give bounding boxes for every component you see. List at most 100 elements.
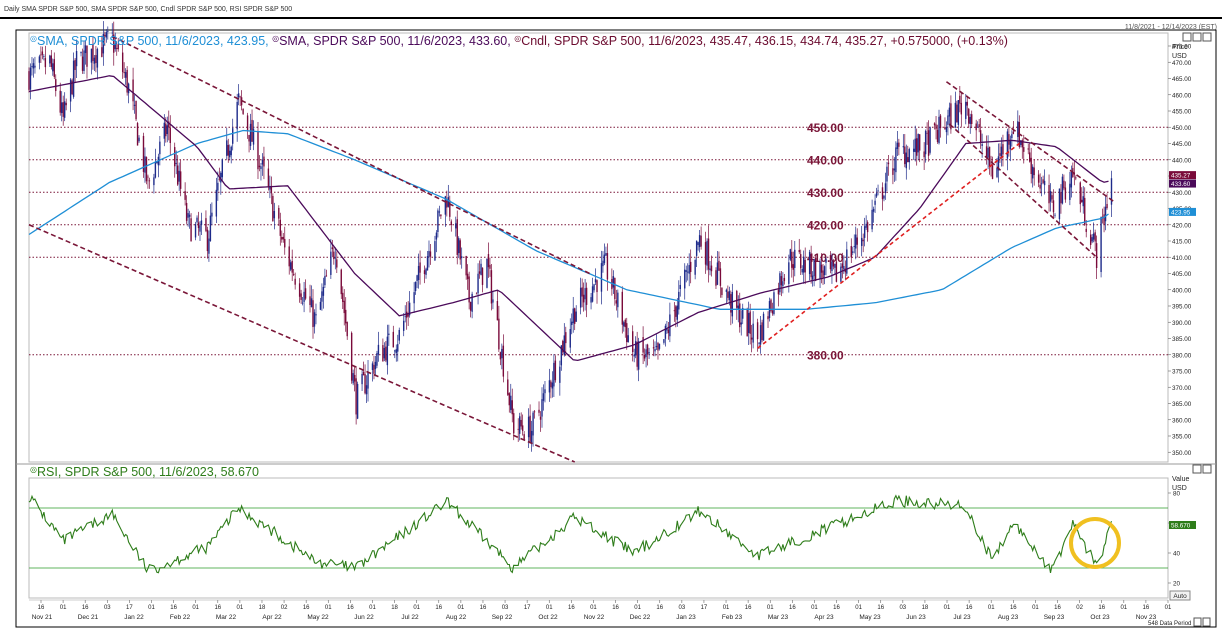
candle-body <box>679 284 681 290</box>
scroll-right-icon[interactable] <box>1193 617 1202 627</box>
candle-body <box>938 116 940 144</box>
pane-buttons-top[interactable] <box>1182 32 1212 42</box>
candle-body <box>449 200 451 217</box>
candle-body <box>270 186 273 194</box>
candle-body <box>403 320 405 331</box>
candle-body <box>423 270 426 275</box>
candle-body <box>750 337 753 340</box>
time-month-label: Apr 23 <box>814 614 834 621</box>
candle-body <box>633 354 635 357</box>
candle-body <box>300 293 302 300</box>
candle-body <box>539 416 542 420</box>
candle-body <box>61 102 63 114</box>
candle-body <box>394 350 396 352</box>
candle-body <box>978 124 980 128</box>
candle-body <box>582 294 585 303</box>
candle-body <box>1106 203 1108 209</box>
candle-body <box>762 313 765 341</box>
candle-body <box>248 134 250 142</box>
minimize-icon[interactable] <box>1182 32 1192 42</box>
candle-body <box>852 251 854 253</box>
candle-body <box>282 236 284 240</box>
time-tick-day: 16 <box>435 605 442 611</box>
legend-rsi-icon: ◎ <box>30 465 37 474</box>
candle-body <box>447 197 450 207</box>
candle-body <box>810 254 812 278</box>
level-label: 430.00 <box>807 186 844 200</box>
candle-body <box>340 269 342 295</box>
candle-body <box>1082 196 1084 207</box>
close-icon[interactable] <box>1202 32 1212 42</box>
candle-body <box>71 80 73 95</box>
candle-body <box>654 348 656 352</box>
candle-body <box>397 344 399 352</box>
rsi-pane[interactable] <box>28 477 1169 599</box>
candle-body <box>322 286 325 296</box>
candle-body <box>511 400 513 415</box>
candle-body <box>324 276 326 286</box>
time-tick-day: 03 <box>678 605 685 611</box>
rsi-close-icon[interactable] <box>1202 464 1212 474</box>
candle-body <box>802 256 805 273</box>
candle-body <box>298 283 301 297</box>
candle-body <box>585 287 588 305</box>
candle-body <box>1031 166 1034 179</box>
candle-body <box>521 425 524 431</box>
price-tick-label: 355.00 <box>1172 434 1192 441</box>
candle-body <box>551 382 554 389</box>
auto-button[interactable] <box>1169 590 1191 601</box>
candle-body <box>606 253 609 280</box>
candle-body <box>199 225 201 232</box>
candle-body <box>1094 232 1096 242</box>
time-tick-day: 03 <box>899 605 906 611</box>
candle-body <box>590 297 592 303</box>
candle-body <box>562 340 564 353</box>
candle-body <box>361 373 363 385</box>
candle-body <box>303 291 305 302</box>
candle-body <box>215 189 218 217</box>
candle-body <box>428 250 430 257</box>
candle-body <box>800 254 802 269</box>
price-tick-label: 395.00 <box>1172 304 1192 311</box>
scroll-end-icon[interactable] <box>1202 617 1211 627</box>
time-tick-day: 16 <box>214 605 221 611</box>
time-tick-day: 16 <box>877 605 884 611</box>
maximize-icon[interactable] <box>1192 32 1202 42</box>
candle-body <box>319 301 322 310</box>
candle-body <box>510 395 512 410</box>
rsi-maximize-icon[interactable] <box>1192 464 1202 474</box>
candle-body <box>746 308 748 337</box>
candle-body <box>581 287 583 297</box>
candle-body <box>626 323 628 343</box>
candle-body <box>258 165 261 168</box>
price-tag-sma_fast <box>1169 179 1196 188</box>
candle-body <box>792 264 794 270</box>
time-tick-day: 01 <box>413 605 420 611</box>
candle-body <box>968 108 970 124</box>
candle-body <box>991 165 994 179</box>
candle-body <box>486 258 488 288</box>
candle-body <box>239 96 241 98</box>
price-pane[interactable] <box>28 32 1169 463</box>
candle-body <box>304 288 307 299</box>
price-tick-label: 400.00 <box>1172 287 1192 294</box>
candle-body <box>197 222 200 229</box>
candle-body <box>499 352 502 360</box>
candle-body <box>883 195 885 199</box>
rsi-tick-label: 80 <box>1173 491 1181 498</box>
candle-body <box>398 329 400 341</box>
candle-body <box>1000 146 1003 157</box>
candle-body <box>156 161 158 164</box>
title-bar <box>0 0 1222 19</box>
candle-body <box>352 373 354 384</box>
candle-body <box>856 237 858 245</box>
candle-body <box>34 65 36 68</box>
time-tick-day: 16 <box>1098 605 1105 611</box>
time-tick-day: 16 <box>38 605 45 611</box>
time-tick-day: 18 <box>391 605 398 611</box>
candle-body <box>229 150 231 158</box>
time-tick-day: 02 <box>1076 605 1083 611</box>
pane-buttons-rsi[interactable] <box>1192 464 1212 474</box>
time-month-label: Nov 21 <box>32 614 53 621</box>
